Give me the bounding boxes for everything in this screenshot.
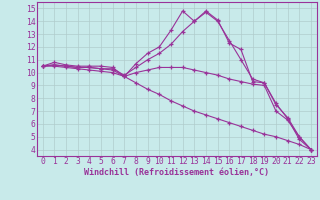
X-axis label: Windchill (Refroidissement éolien,°C): Windchill (Refroidissement éolien,°C) xyxy=(84,168,269,177)
